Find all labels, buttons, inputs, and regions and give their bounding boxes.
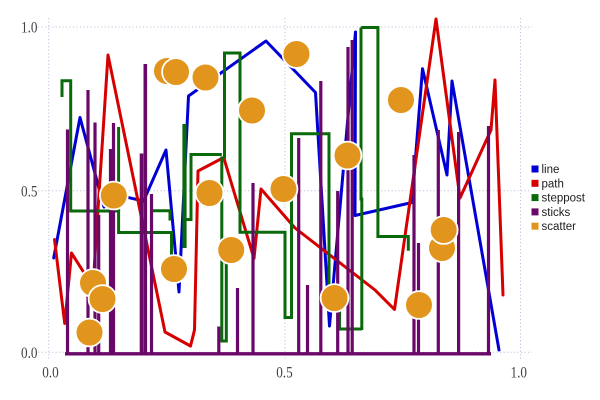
svg-text:0.5: 0.5 (21, 183, 38, 200)
svg-text:1.0: 1.0 (21, 20, 38, 37)
svg-text:steppost: steppost (542, 193, 586, 205)
svg-text:scatter: scatter (542, 221, 577, 233)
svg-text:line: line (542, 164, 560, 176)
svg-text:0.0: 0.0 (42, 364, 59, 381)
svg-text:0.5: 0.5 (276, 364, 293, 381)
svg-text:0.0: 0.0 (21, 345, 38, 362)
svg-text:1.0: 1.0 (511, 364, 528, 381)
svg-text:path: path (542, 178, 564, 190)
svg-text:sticks: sticks (542, 207, 571, 219)
